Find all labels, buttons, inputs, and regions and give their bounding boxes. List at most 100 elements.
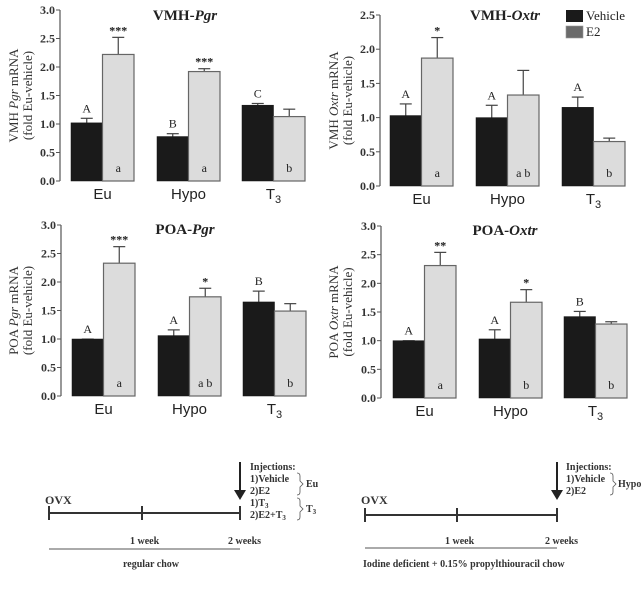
significance-letter: b [523, 378, 529, 392]
injection-item: 1)Vehicle [566, 474, 606, 485]
bar-vehicle [241, 104, 274, 182]
y-tick-label: 2.0 [360, 42, 375, 56]
timeline-eu-t3: OVX 1 week 2 weeks regular chow Injectio… [45, 462, 319, 570]
significance-letter: A [82, 101, 91, 115]
y-tick-label: 0.5 [360, 145, 375, 159]
y-tick-label: 1.0 [360, 111, 375, 125]
y-tick-label: 2.5 [40, 32, 55, 46]
significance-letter: a [117, 376, 123, 390]
y-tick-label: 0.0 [41, 389, 56, 403]
timeline-hypo: OVX 1 week 2 weeks Iodine deficient + 0.… [361, 462, 641, 570]
bracket-eu [296, 472, 304, 496]
x-category-label: Eu [415, 403, 433, 420]
x-category-label: T3 [588, 403, 603, 423]
significance-stars: *** [109, 23, 127, 37]
bar-vehicle [561, 107, 594, 187]
y-tick-label: 1.5 [361, 305, 376, 319]
injections-title: Injections: [566, 462, 612, 473]
bar-e2 [509, 301, 543, 399]
y-tick-label: 0.0 [361, 391, 376, 405]
significance-letter: A [573, 80, 582, 94]
y-tick-label: 2.0 [40, 60, 55, 74]
y-axis-label-line2: (fold Eu-vehicle) [20, 266, 35, 355]
legend-label-e2: E2 [586, 24, 600, 39]
y-tick-label: 0.0 [40, 174, 55, 188]
x-category-label: Hypo [493, 403, 528, 420]
y-tick-label: 1.0 [40, 117, 55, 131]
timeline-label-2weeks: 2 weeks [545, 536, 578, 547]
chart-title: POA-Pgr [155, 222, 214, 238]
significance-letter: a [435, 166, 441, 180]
y-axis-label-line2: (fold Eu-vehicle) [20, 51, 35, 140]
x-category-label: Hypo [171, 186, 206, 203]
injection-item: 2)E2 [250, 486, 270, 497]
bar-e2 [272, 115, 306, 182]
bar-e2 [506, 94, 540, 187]
significance-letter: A [169, 313, 178, 327]
y-tick-label: 3.0 [361, 219, 376, 233]
bar-e2 [102, 262, 136, 397]
y-axis-label: VMH Oxtr mRNA [326, 51, 341, 150]
injection-item: 1)Vehicle [250, 474, 290, 485]
bar-vehicle [392, 340, 425, 399]
chart-poa-pgr: POA-Pgr POA Pgr mRNA (fold Eu-vehicle) 0.0 0… [6, 218, 307, 421]
group-label-eu: Eu [306, 479, 319, 490]
y-tick-label: 0.5 [40, 146, 55, 160]
chart-vmh-pgr: VMH-Pgr VMH Pgr mRNA (fold Eu-vehicle) 0.0 0… [6, 3, 306, 206]
significance-letter: a b [198, 376, 212, 390]
x-category-label: Eu [412, 191, 430, 208]
legend-swatch-e2 [565, 25, 584, 39]
bar-e2 [273, 310, 307, 397]
chart-vmh-oxtr: VMH-Oxtr VMH Oxtr mRNA (fold Eu-vehicle) 0.… [326, 8, 626, 211]
bracket-t3 [296, 497, 304, 521]
significance-letter: B [576, 294, 584, 308]
bar-e2 [101, 53, 135, 182]
x-category-label: Hypo [172, 401, 207, 418]
bar-vehicle [563, 316, 596, 399]
significance-letter: b [287, 376, 293, 390]
injection-arrow-icon [551, 462, 563, 500]
y-tick-label: 0.0 [360, 179, 375, 193]
significance-letter: A [83, 322, 92, 336]
bar-vehicle [71, 338, 104, 397]
significance-letter: a [438, 378, 444, 392]
y-tick-label: 1.5 [41, 304, 56, 318]
chart-title: POA-Oxtr [472, 223, 537, 239]
bar-vehicle [478, 338, 511, 399]
y-axis-label-line2: (fold Eu-vehicle) [340, 56, 355, 145]
x-category-label: T3 [267, 401, 282, 421]
bar-vehicle [242, 301, 275, 397]
significance-stars: * [523, 276, 529, 290]
bar-e2 [188, 296, 222, 397]
y-axis-label: POA Pgr mRNA [6, 265, 21, 354]
bar-e2 [187, 70, 221, 182]
injection-item: 2)E2 [566, 486, 586, 497]
x-category-label: Eu [94, 401, 112, 418]
chow-label: regular chow [123, 559, 180, 570]
x-category-label: Eu [93, 186, 111, 203]
bar-vehicle [475, 117, 508, 187]
significance-stars: * [434, 24, 440, 38]
chart-title: VMH-Oxtr [470, 8, 540, 24]
chart-title: VMH-Pgr [153, 8, 217, 24]
y-tick-label: 2.5 [41, 247, 56, 261]
y-tick-label: 1.5 [40, 89, 55, 103]
significance-letter: A [404, 324, 413, 338]
group-label-hypo: Hypo [618, 479, 641, 490]
legend: Vehicle E2 [565, 8, 625, 39]
significance-letter: A [487, 88, 496, 102]
y-tick-label: 3.0 [40, 3, 55, 17]
y-tick-label: 3.0 [41, 218, 56, 232]
group-label-t3: T3 [306, 504, 317, 516]
x-category-label: T3 [266, 186, 281, 206]
timeline-label-1week: 1 week [130, 536, 160, 547]
significance-letter: b [606, 166, 612, 180]
y-tick-label: 2.5 [361, 248, 376, 262]
timeline-start-label: OVX [45, 493, 72, 507]
significance-letter: a [116, 161, 122, 175]
timeline-label-2weeks: 2 weeks [228, 536, 261, 547]
injection-arrow-icon [234, 462, 246, 500]
y-tick-label: 1.0 [41, 332, 56, 346]
x-category-label: Hypo [490, 191, 525, 208]
